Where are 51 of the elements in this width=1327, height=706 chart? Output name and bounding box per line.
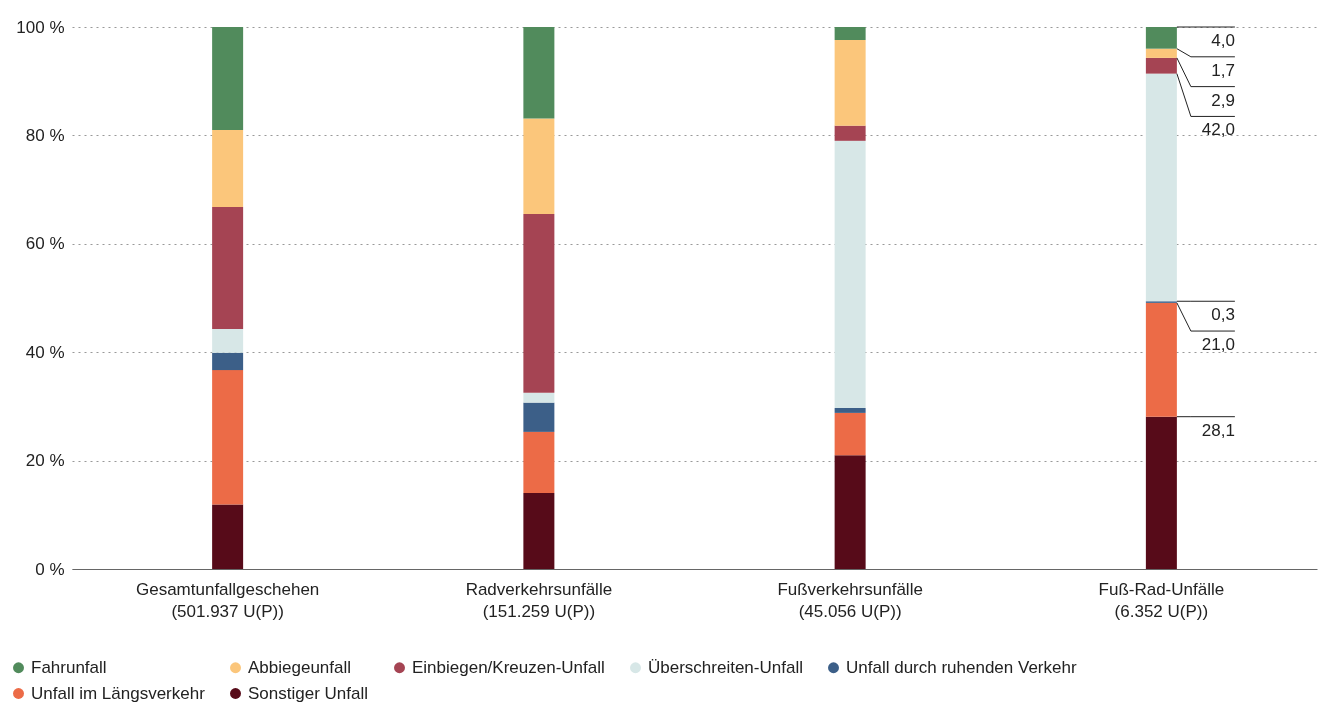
y-tick-label: 20 % bbox=[25, 451, 65, 471]
bar bbox=[523, 493, 555, 569]
bar bbox=[834, 27, 866, 41]
bar bbox=[834, 125, 866, 141]
bar bbox=[1145, 302, 1177, 417]
bar bbox=[1145, 57, 1177, 74]
bar bbox=[834, 408, 866, 413]
data-label: 2,9 bbox=[1211, 90, 1235, 110]
y-tick-label: 100 % bbox=[16, 17, 65, 37]
bar bbox=[212, 370, 244, 505]
data-label: 21,0 bbox=[1201, 335, 1235, 355]
data-label: 42,0 bbox=[1201, 120, 1235, 140]
bar bbox=[834, 412, 866, 456]
bar bbox=[523, 402, 555, 432]
bar bbox=[212, 129, 244, 207]
bar bbox=[523, 118, 555, 214]
bar bbox=[212, 27, 244, 130]
bar bbox=[523, 27, 555, 119]
bar bbox=[212, 504, 244, 569]
bar bbox=[1145, 48, 1177, 58]
data-label: 4,0 bbox=[1211, 31, 1235, 50]
legend-label: Unfall im Längsverkehr bbox=[31, 683, 206, 703]
bar bbox=[523, 431, 555, 494]
y-tick-label: 40 % bbox=[25, 342, 65, 362]
bar bbox=[1145, 416, 1177, 569]
legend-label: Unfall durch ruhenden Verkehr bbox=[846, 657, 1077, 677]
x-tick-label: Radverkehrsunfälle (151.259 U(P)) bbox=[465, 579, 613, 621]
bar bbox=[834, 455, 866, 569]
y-tick-label: 80 % bbox=[25, 125, 65, 145]
bar bbox=[1145, 73, 1177, 302]
y-tick-label: 0 % bbox=[35, 559, 65, 579]
bar bbox=[212, 328, 244, 353]
legend-label: Fahrunfall bbox=[31, 657, 107, 677]
legend-label: Einbiegen/Kreuzen-Unfall bbox=[412, 657, 605, 677]
legend-label: Abbiegeunfall bbox=[248, 657, 352, 677]
data-label: 28,1 bbox=[1201, 420, 1235, 440]
x-tick-label: Fußverkehrsunfälle (45.056 U(P)) bbox=[777, 579, 923, 621]
data-label: 0,3 bbox=[1211, 305, 1235, 325]
x-tick-label: Gesamtunfallgeschehen (501.937 U(P)) bbox=[135, 579, 320, 621]
legend-label: Sonstiger Unfall bbox=[248, 683, 369, 703]
bar bbox=[834, 140, 866, 409]
bar bbox=[834, 40, 866, 126]
x-tick-label: Fuß-Rad-Unfälle (6.352 U(P)) bbox=[1098, 579, 1225, 621]
bar bbox=[212, 352, 244, 371]
bar bbox=[212, 206, 244, 329]
legend-label: Überschreiten-Unfall bbox=[648, 657, 803, 677]
bar bbox=[1145, 27, 1177, 49]
y-tick-label: 60 % bbox=[25, 234, 65, 254]
data-label: 1,7 bbox=[1211, 60, 1235, 80]
bar bbox=[523, 213, 555, 393]
bar bbox=[523, 392, 555, 403]
